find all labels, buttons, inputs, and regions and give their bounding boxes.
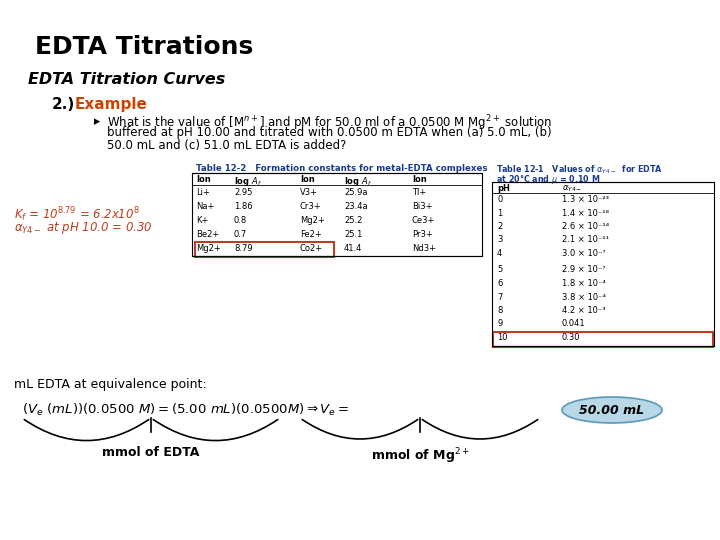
Text: $(V_e\ (mL))(0.0500\ M) = (5.00\ mL)(0.0500M) \Rightarrow V_e =$: $(V_e\ (mL))(0.0500\ M) = (5.00\ mL)(0.0… <box>22 402 349 418</box>
Text: 2.95: 2.95 <box>234 188 253 197</box>
Text: EDTA Titration Curves: EDTA Titration Curves <box>28 72 225 87</box>
Text: K+: K+ <box>196 216 208 225</box>
Text: 7: 7 <box>497 293 503 301</box>
Text: 0.8: 0.8 <box>234 216 247 225</box>
Text: 0: 0 <box>497 195 503 204</box>
Text: 1: 1 <box>497 208 503 218</box>
Text: Mg2+: Mg2+ <box>196 244 221 253</box>
Text: Fe2+: Fe2+ <box>300 230 322 239</box>
Text: 2.9 × 10⁻⁷: 2.9 × 10⁻⁷ <box>562 266 606 274</box>
Text: 9: 9 <box>497 320 503 328</box>
Text: 10: 10 <box>497 333 508 342</box>
Text: Table 12-1   Values of $\alpha_{Y4-}$  for EDTA: Table 12-1 Values of $\alpha_{Y4-}$ for … <box>496 164 663 177</box>
Text: log $A_f$: log $A_f$ <box>344 175 372 188</box>
Text: Be2+: Be2+ <box>196 230 220 239</box>
Text: V3+: V3+ <box>300 188 318 197</box>
Text: 25.9a: 25.9a <box>344 188 367 197</box>
Text: $\alpha_{Y4-}$ at pH 10.0 = 0.30: $\alpha_{Y4-}$ at pH 10.0 = 0.30 <box>14 220 153 236</box>
Text: at 20°C and $\mu$ = 0.10 M: at 20°C and $\mu$ = 0.10 M <box>496 173 600 186</box>
Text: 3.8 × 10⁻⁴: 3.8 × 10⁻⁴ <box>562 293 606 301</box>
Text: 23.4a: 23.4a <box>344 202 368 211</box>
Text: What is the value of [M$^{n+}$] and pM for 50.0 ml of a 0.0500 M Mg$^{2+}$ solut: What is the value of [M$^{n+}$] and pM f… <box>107 113 552 133</box>
Text: mmol of EDTA: mmol of EDTA <box>102 446 199 459</box>
Text: Example: Example <box>75 97 148 112</box>
Text: buffered at pH 10.00 and titrated with 0.0500 m EDTA when (a) 5.0 mL, (b): buffered at pH 10.00 and titrated with 0… <box>107 126 552 139</box>
Text: log $A_f$: log $A_f$ <box>234 175 262 188</box>
Text: pH: pH <box>497 184 510 193</box>
Text: 8.79: 8.79 <box>234 244 253 253</box>
Text: 0.7: 0.7 <box>234 230 247 239</box>
Text: 0.30: 0.30 <box>562 333 580 342</box>
Text: $\alpha_{Y4-}$: $\alpha_{Y4-}$ <box>562 184 582 194</box>
Text: Pr3+: Pr3+ <box>412 230 433 239</box>
Text: 8: 8 <box>497 306 503 315</box>
Text: Ion: Ion <box>412 175 427 184</box>
Text: 1.8 × 10⁻⁴: 1.8 × 10⁻⁴ <box>562 279 606 288</box>
Text: Li+: Li+ <box>196 188 210 197</box>
Text: Na+: Na+ <box>196 202 215 211</box>
Text: $K_f$ = 10$^{8.79}$ = 6.2x10$^8$: $K_f$ = 10$^{8.79}$ = 6.2x10$^8$ <box>14 205 140 224</box>
Text: Nd3+: Nd3+ <box>412 244 436 253</box>
Text: Tl+: Tl+ <box>412 188 426 197</box>
Text: 2: 2 <box>497 222 503 231</box>
Text: 50.00 mL: 50.00 mL <box>580 403 644 416</box>
Text: Cr3+: Cr3+ <box>300 202 322 211</box>
Text: ▸: ▸ <box>94 115 100 128</box>
Text: 3.0 × 10⁻⁷: 3.0 × 10⁻⁷ <box>562 249 606 258</box>
Text: 2.6 × 10⁻¹⁴: 2.6 × 10⁻¹⁴ <box>562 222 609 231</box>
Text: mL EDTA at equivalence point:: mL EDTA at equivalence point: <box>14 378 207 391</box>
Text: 4.2 × 10⁻³: 4.2 × 10⁻³ <box>562 306 606 315</box>
FancyBboxPatch shape <box>493 332 713 347</box>
Text: 1.86: 1.86 <box>234 202 253 211</box>
Text: 25.2: 25.2 <box>344 216 362 225</box>
Text: 25.1: 25.1 <box>344 230 362 239</box>
Text: Ce3+: Ce3+ <box>412 216 436 225</box>
Text: Ion: Ion <box>196 175 211 184</box>
Text: 1.3 × 10⁻²³: 1.3 × 10⁻²³ <box>562 195 609 204</box>
Text: 41.4: 41.4 <box>344 244 362 253</box>
Text: Co2+: Co2+ <box>300 244 323 253</box>
Text: 3: 3 <box>497 235 503 245</box>
Ellipse shape <box>562 397 662 423</box>
Text: mmol of Mg$^{2+}$: mmol of Mg$^{2+}$ <box>371 446 469 465</box>
Text: 6: 6 <box>497 279 503 288</box>
Text: Mg2+: Mg2+ <box>300 216 325 225</box>
Text: Bi3+: Bi3+ <box>412 202 433 211</box>
Text: 2.1 × 10⁻¹¹: 2.1 × 10⁻¹¹ <box>562 235 609 245</box>
Text: 50.0 mL and (c) 51.0 mL EDTA is added?: 50.0 mL and (c) 51.0 mL EDTA is added? <box>107 139 346 152</box>
Text: Ion: Ion <box>300 175 315 184</box>
Text: 0.041: 0.041 <box>562 320 585 328</box>
Text: 1.4 × 10⁻¹⁸: 1.4 × 10⁻¹⁸ <box>562 208 609 218</box>
FancyBboxPatch shape <box>195 242 334 257</box>
Text: 5: 5 <box>497 266 503 274</box>
Text: 2.): 2.) <box>52 97 76 112</box>
Text: EDTA Titrations: EDTA Titrations <box>35 35 253 59</box>
Text: 4: 4 <box>497 249 503 258</box>
Text: Table 12-2   Formation constants for metal-EDTA complexes: Table 12-2 Formation constants for metal… <box>196 164 487 173</box>
